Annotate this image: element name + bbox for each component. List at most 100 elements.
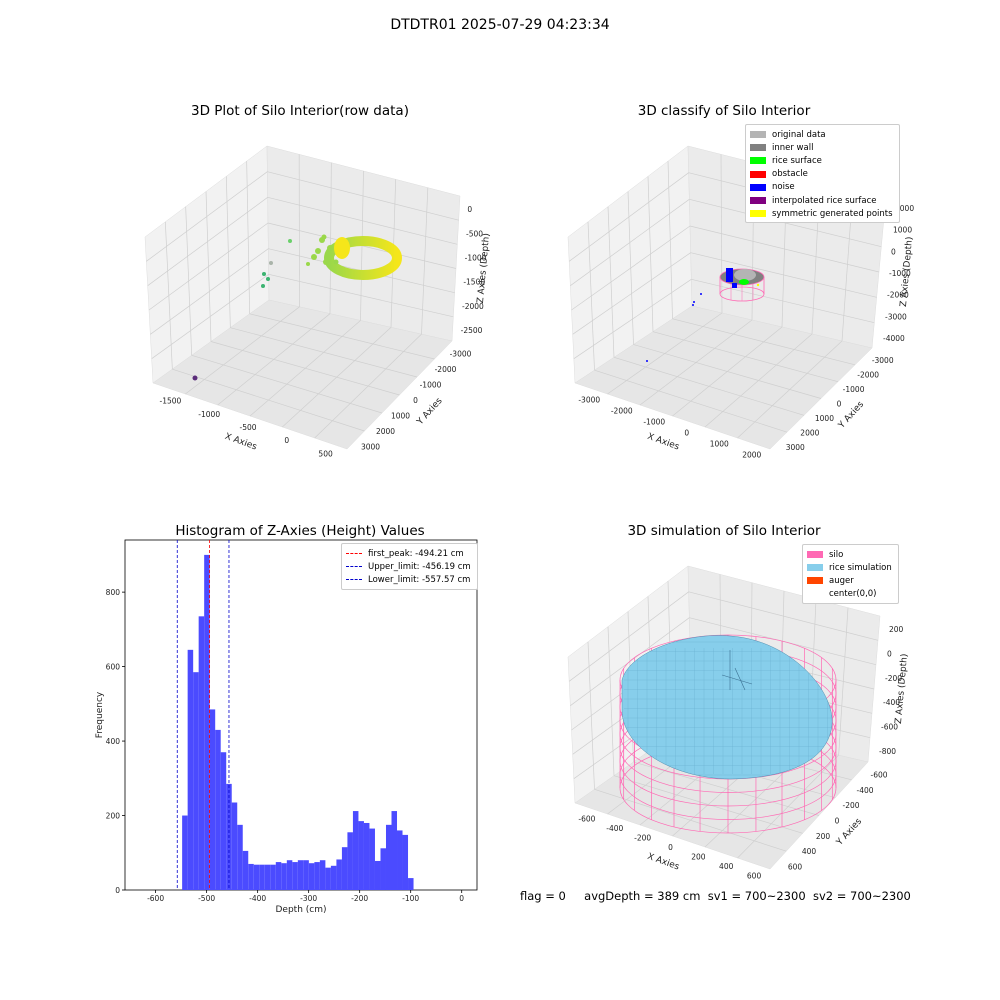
histogram-bar: [397, 830, 403, 890]
histogram-bar: [341, 847, 348, 890]
raw-plot-title: 3D Plot of Silo Interior(row data): [191, 103, 409, 119]
y-tick-label: -3000: [872, 356, 894, 365]
rice-ring: [324, 236, 402, 280]
legend-noise: noise: [750, 181, 893, 194]
x-axis-label: Depth (cm): [275, 905, 326, 915]
x-axis-label: X Axies: [223, 432, 258, 453]
histogram-bar: [209, 709, 216, 890]
y-tick-label: -1000: [420, 381, 442, 390]
histogram-bar: [319, 860, 326, 890]
z-tick-label: -400: [883, 698, 900, 707]
legend-auger: auger: [807, 574, 892, 587]
y-tick-label: 2000: [376, 427, 395, 436]
status-footer: flag = 0 avgDepth = 389 cm sv1 = 700~230…: [520, 889, 911, 903]
x-tick-label: -3000: [578, 396, 600, 405]
histogram-bar: [374, 860, 381, 890]
histogram-bar: [292, 862, 298, 890]
y-axis-label: Y Axies: [415, 396, 445, 428]
histogram-bar: [215, 729, 221, 890]
histogram-bar: [231, 802, 238, 890]
histogram-bar: [308, 863, 315, 890]
z-tick-label: 2000: [895, 204, 914, 213]
z-tick-label: 0: [887, 650, 892, 659]
legend-rice-surface: rice surface: [750, 154, 893, 167]
y-tick-label: -2000: [857, 371, 879, 380]
sv1-text: sv1 = 700~2300: [707, 889, 806, 903]
y-tick-label: 800: [106, 588, 121, 597]
histogram-bar: [325, 867, 331, 890]
histogram-bar: [385, 824, 392, 890]
histogram-bar: [187, 649, 194, 890]
y-tick-label: 600: [788, 862, 803, 871]
histogram-frame: [124, 539, 478, 891]
x-tick-label: -600: [578, 815, 595, 824]
raw-point-cloud: [192, 234, 402, 381]
classify-legend: original data inner wall rice surface ob…: [745, 124, 900, 224]
y-tick-label: -400: [856, 786, 873, 795]
x-tick-label: -300: [300, 894, 317, 903]
y-tick-label: -3000: [450, 350, 472, 359]
simulation-scene: [619, 634, 837, 834]
y-tick-label: 600: [106, 663, 121, 672]
z-axis-label: Z Axies (Depth): [476, 233, 492, 304]
histogram-bar: [358, 821, 364, 890]
x-tick-label: 0: [284, 436, 289, 445]
histogram-bar: [336, 859, 342, 890]
x-tick-label: -400: [249, 894, 266, 903]
x-tick-label: -600: [147, 894, 164, 903]
histogram-bar: [275, 862, 282, 890]
z-tick-label: -2500: [461, 326, 483, 335]
legend-inner-wall: inner wall: [750, 141, 893, 154]
legend-interpolated-rice-surface: interpolated rice surface: [750, 194, 893, 207]
y-tick-label: 200: [816, 832, 831, 841]
x-axis-label: X Axies: [646, 852, 681, 873]
legend-rice-simulation: rice simulation: [807, 561, 892, 574]
histogram-bar: [259, 864, 265, 890]
histogram-bar: [264, 864, 271, 890]
legend-obstacle: obstacle: [750, 168, 893, 181]
x-tick-label: 200: [691, 852, 706, 861]
x-tick-label: 2000: [742, 451, 761, 460]
rice-patch: [334, 237, 350, 259]
flag-text: flag = 0: [520, 889, 566, 903]
z-tick-label: -1000: [465, 253, 487, 262]
histogram-bar: [363, 822, 370, 890]
simulation-plot-title: 3D simulation of Silo Interior: [627, 523, 821, 539]
x-tick-label: -200: [634, 834, 651, 843]
legend-original-data: original data: [750, 128, 893, 141]
histogram-legend: first_peak: -494.21 cm Upper_limit: -456…: [341, 543, 478, 590]
y-axis-label: Frequency: [95, 691, 105, 738]
raw-3d-axes: [144, 145, 461, 450]
x-tick-label: 0: [459, 894, 464, 903]
y-tick-label: 3000: [361, 442, 380, 451]
y-tick-label: 0: [837, 400, 842, 409]
z-axis-label: Z Axies (Depth): [899, 236, 915, 307]
x-tick-label: -400: [606, 824, 623, 833]
histogram-bar: [237, 824, 243, 890]
z-tick-label: -1500: [463, 278, 485, 287]
x-tick-label: 500: [318, 449, 333, 458]
legend-upper-limit: Upper_limit: -456.19 cm: [346, 560, 471, 573]
x-tick-label: -1000: [198, 410, 220, 419]
x-tick-label: 400: [719, 862, 734, 871]
z-tick-label: -1000: [889, 269, 911, 278]
y-tick-label: 400: [802, 847, 817, 856]
histogram-bar: [352, 811, 359, 890]
histogram-bar: [182, 815, 188, 890]
x-tick-label: -500: [239, 423, 256, 432]
z-tick-label: 1000: [893, 226, 912, 235]
y-tick-label: -2000: [435, 365, 457, 374]
rice-surface: [621, 635, 833, 780]
sv2-text: sv2 = 700~2300: [812, 889, 911, 903]
histogram-bar: [253, 864, 260, 890]
x-tick-label: 1000: [710, 440, 729, 449]
histogram-bar: [242, 850, 249, 890]
legend-symmetric-generated-points: symmetric generated points: [750, 207, 893, 220]
legend-lower-limit: Lower_limit: -557.57 cm: [346, 573, 471, 586]
x-tick-label: -1500: [160, 397, 182, 406]
histogram-bar: [204, 554, 210, 890]
histogram-bar: [330, 865, 337, 890]
x-tick-label: 0: [684, 429, 689, 438]
y-tick-label: 400: [106, 737, 121, 746]
histogram-bar: [248, 863, 254, 890]
